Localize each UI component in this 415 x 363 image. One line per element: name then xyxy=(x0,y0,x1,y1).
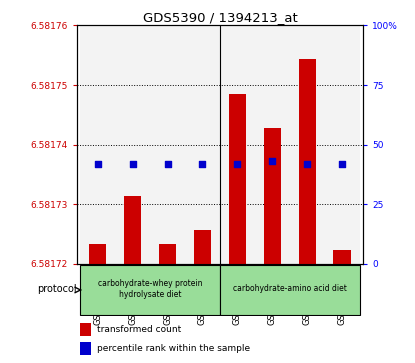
Bar xyxy=(159,244,176,264)
Text: carbohydrate-amino acid diet: carbohydrate-amino acid diet xyxy=(233,285,347,293)
Text: carbohydrate-whey protein
hydrolysate diet: carbohydrate-whey protein hydrolysate di… xyxy=(98,279,203,299)
Bar xyxy=(325,25,360,264)
Bar xyxy=(80,25,115,264)
Title: GDS5390 / 1394213_at: GDS5390 / 1394213_at xyxy=(143,11,297,24)
FancyBboxPatch shape xyxy=(80,265,220,315)
Bar xyxy=(298,60,316,264)
Point xyxy=(234,161,241,167)
Bar xyxy=(115,25,150,264)
Point xyxy=(129,161,136,167)
Bar xyxy=(150,25,185,264)
Point xyxy=(304,161,310,167)
Point xyxy=(199,161,206,167)
Bar xyxy=(80,342,91,355)
Point xyxy=(94,161,101,167)
Bar xyxy=(89,244,107,264)
Bar xyxy=(229,94,246,264)
Bar xyxy=(333,250,351,264)
Text: percentile rank within the sample: percentile rank within the sample xyxy=(97,344,250,353)
Bar xyxy=(220,25,255,264)
Bar xyxy=(194,230,211,264)
Text: transformed count: transformed count xyxy=(97,325,181,334)
Bar xyxy=(255,25,290,264)
Point xyxy=(339,161,346,167)
Point xyxy=(269,159,276,164)
Bar xyxy=(124,196,142,264)
FancyBboxPatch shape xyxy=(220,265,360,315)
Bar xyxy=(80,322,91,335)
Bar xyxy=(264,128,281,264)
Text: protocol: protocol xyxy=(37,284,77,294)
Bar xyxy=(185,25,220,264)
Point xyxy=(164,161,171,167)
Bar xyxy=(290,25,325,264)
